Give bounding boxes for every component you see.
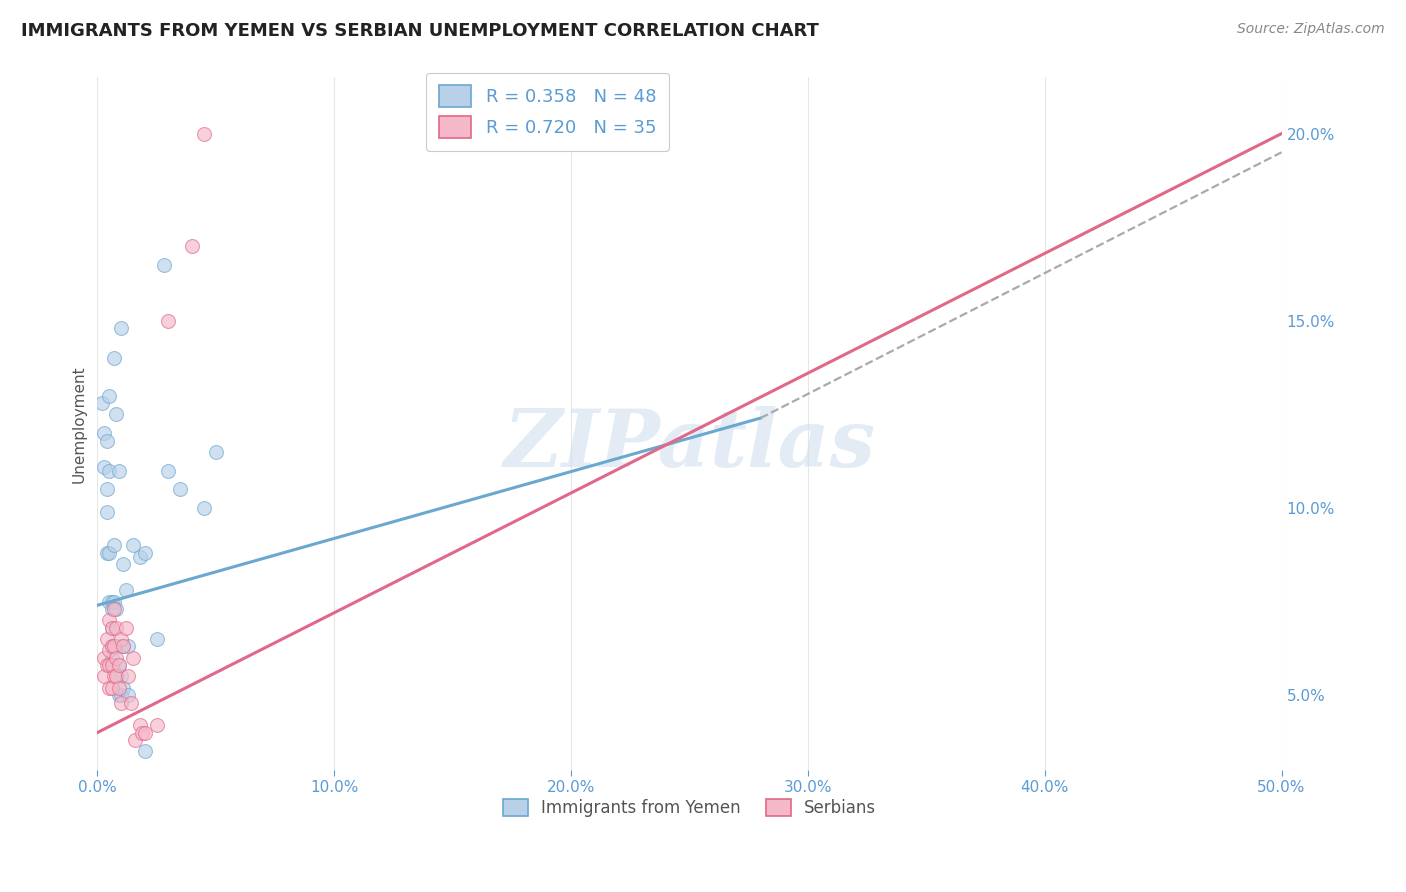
Point (93, 669, 115, 683)
Point (100, 594, 122, 608)
Point (103, 640, 125, 654)
Point (129, 549, 152, 564)
Point (98, 643, 121, 657)
Point (105, 621, 128, 635)
Point (105, 669, 128, 683)
Point (100, 621, 122, 635)
Legend: Immigrants from Yemen, Serbians: Immigrants from Yemen, Serbians (496, 792, 883, 824)
Point (98, 546, 121, 560)
Point (105, 602, 128, 616)
Point (96, 482, 118, 496)
Point (103, 658, 125, 673)
Point (122, 538, 145, 552)
Point (124, 733, 146, 747)
Point (117, 640, 139, 654)
Point (112, 640, 135, 654)
Point (110, 688, 132, 702)
Point (112, 557, 135, 571)
Point (193, 127, 215, 141)
Point (152, 258, 174, 272)
Point (103, 669, 125, 683)
Text: IMMIGRANTS FROM YEMEN VS SERBIAN UNEMPLOYMENT CORRELATION CHART: IMMIGRANTS FROM YEMEN VS SERBIAN UNEMPLO… (21, 22, 818, 40)
Point (100, 650, 122, 665)
Point (129, 718, 152, 732)
Point (134, 744, 156, 758)
Point (107, 463, 129, 477)
Point (100, 602, 122, 616)
Point (98, 463, 121, 477)
Point (112, 681, 135, 695)
Point (96, 434, 118, 448)
Point (114, 583, 136, 598)
Point (110, 640, 132, 654)
Point (145, 718, 167, 732)
Point (157, 463, 180, 477)
Point (169, 482, 191, 496)
Point (98, 594, 121, 608)
Point (134, 725, 156, 739)
Point (181, 239, 204, 253)
Point (105, 669, 128, 683)
Point (103, 538, 125, 552)
Point (96, 505, 118, 519)
Point (131, 725, 153, 739)
Point (107, 688, 129, 702)
Point (145, 632, 167, 646)
Point (107, 658, 129, 673)
Point (117, 688, 139, 702)
Point (100, 621, 122, 635)
Point (157, 314, 180, 328)
Point (96, 658, 118, 673)
Point (110, 321, 132, 335)
Point (96, 632, 118, 646)
Point (107, 681, 129, 695)
Point (103, 594, 125, 608)
Point (93, 650, 115, 665)
Point (103, 351, 125, 366)
Point (100, 681, 122, 695)
Point (98, 613, 121, 627)
Point (93, 426, 115, 441)
Point (134, 546, 156, 560)
Point (100, 640, 122, 654)
Point (193, 500, 215, 515)
Point (105, 640, 128, 654)
Point (100, 658, 122, 673)
Point (105, 650, 128, 665)
Point (110, 669, 132, 683)
Point (117, 669, 139, 683)
Text: Source: ZipAtlas.com: Source: ZipAtlas.com (1237, 22, 1385, 37)
Y-axis label: Unemployment: Unemployment (72, 365, 86, 483)
Point (114, 621, 136, 635)
Point (98, 681, 121, 695)
Point (98, 389, 121, 403)
Point (204, 444, 226, 458)
Point (91, 396, 114, 410)
Point (107, 658, 129, 673)
Point (96, 546, 118, 560)
Point (105, 408, 128, 422)
Point (100, 640, 122, 654)
Point (103, 602, 125, 616)
Point (93, 459, 115, 474)
Point (112, 640, 135, 654)
Text: ZIPatlas: ZIPatlas (503, 406, 876, 483)
Point (98, 658, 121, 673)
Point (110, 632, 132, 646)
Point (120, 696, 142, 710)
Point (110, 696, 132, 710)
Point (103, 640, 125, 654)
Point (122, 650, 145, 665)
